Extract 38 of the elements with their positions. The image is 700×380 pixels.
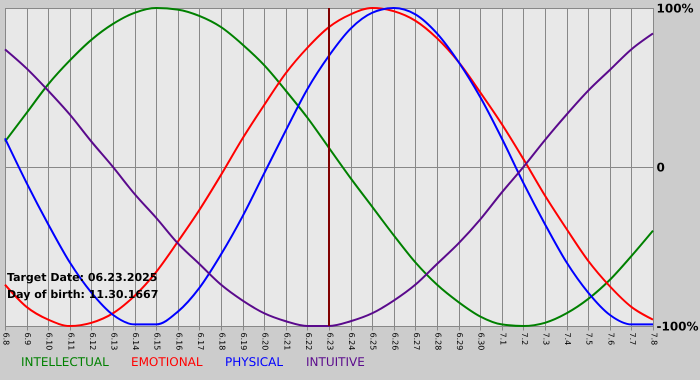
x-tick-label: 6.11 xyxy=(66,332,76,350)
y-tick-label: 0 xyxy=(656,160,665,174)
x-tick-label: 6.20 xyxy=(260,332,270,350)
x-tick-label: 7.8 xyxy=(650,332,658,346)
text: INTELLECTUAL xyxy=(21,355,110,369)
x-tick-label: 6.13 xyxy=(110,332,118,350)
x-tick-label: 7.3 xyxy=(542,332,550,346)
x-tick-label: 6.28 xyxy=(434,332,442,350)
text: EMOTIONAL xyxy=(131,355,203,369)
x-tick-label: 6.25 xyxy=(368,332,378,350)
x-tick-label: 7.6 xyxy=(606,332,616,346)
y-tick-label: 100% xyxy=(656,2,694,16)
x-tick-label: 6.9 xyxy=(23,332,32,346)
x-tick-label: 6.27 xyxy=(412,332,421,350)
x-tick-label: 6.16 xyxy=(174,332,184,350)
x-tick-label: 6.10 xyxy=(44,332,54,350)
x-tick-label: 7.2 xyxy=(520,332,529,346)
x-tick-label: 6.21 xyxy=(282,332,292,350)
x-tick-label: 7.4 xyxy=(563,332,572,346)
x-tick-label: 6.26 xyxy=(390,332,400,350)
x-tick-label: 6.22 xyxy=(304,332,313,350)
x-tick-label: 6.29 xyxy=(455,332,464,350)
x-tick-label: 6.18 xyxy=(218,332,226,350)
x-tick-label: 6.15 xyxy=(152,332,162,350)
text: INTUITIVE xyxy=(306,355,365,369)
x-tick-label: 6.30 xyxy=(476,332,486,350)
y-tick-label: -100% xyxy=(656,320,699,334)
x-tick-label: 6.8 xyxy=(2,332,10,346)
x-tick-label: 6.14 xyxy=(131,332,140,350)
x-tick-label: 7.7 xyxy=(628,332,637,346)
x-tick-label: 6.24 xyxy=(347,332,356,350)
text: PHYSICAL xyxy=(225,355,284,369)
x-tick-label: 6.19 xyxy=(239,332,248,350)
x-tick-label: 6.12 xyxy=(88,332,97,350)
x-tick-label: 6.23 xyxy=(326,332,334,350)
x-tick-label: 7.1 xyxy=(498,332,508,346)
x-tick-label: 6.17 xyxy=(196,332,205,350)
x-tick-label: 7.5 xyxy=(584,332,594,346)
